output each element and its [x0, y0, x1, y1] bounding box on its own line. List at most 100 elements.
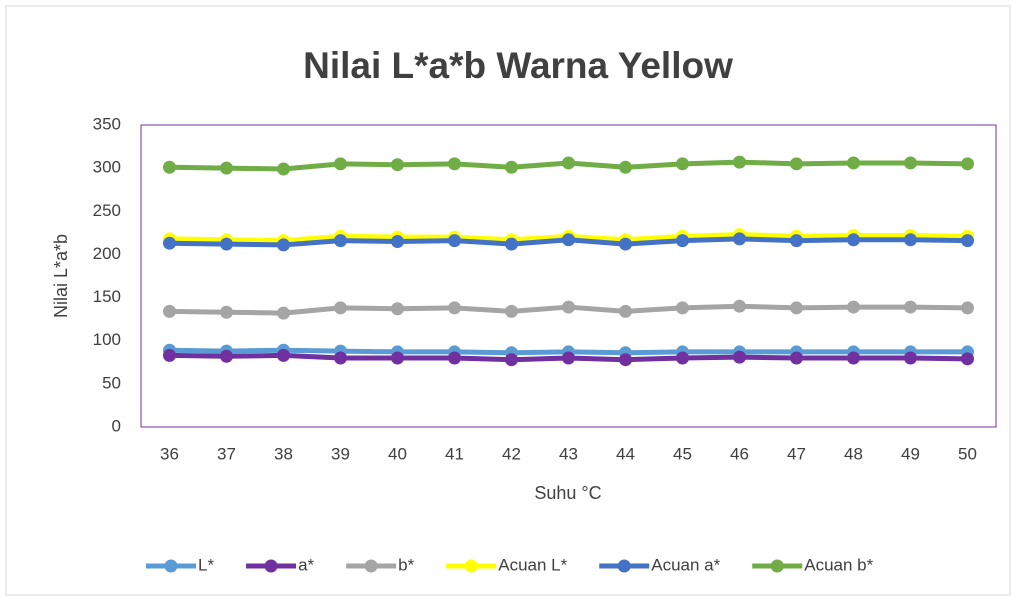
y-tick-label: 100	[93, 330, 121, 349]
data-point	[220, 305, 233, 319]
x-tick-label: 38	[274, 444, 293, 463]
data-point	[961, 157, 974, 171]
data-point	[277, 306, 290, 320]
data-point	[961, 301, 974, 315]
data-point	[448, 351, 461, 365]
data-point	[391, 234, 404, 248]
data-point	[790, 301, 803, 315]
data-point	[961, 234, 974, 248]
data-point	[277, 348, 290, 362]
legend-label: Acuan b*	[804, 555, 873, 574]
y-tick-label: 50	[102, 373, 121, 392]
y-axis-label: Nilai L*a*b	[51, 234, 71, 318]
data-point	[619, 304, 632, 318]
legend-marker	[364, 559, 378, 573]
x-tick-label: 36	[160, 444, 179, 463]
x-tick-label: 44	[616, 444, 635, 463]
data-point	[847, 300, 860, 314]
data-point	[163, 236, 176, 250]
data-point	[733, 155, 746, 169]
x-tick-label: 41	[445, 444, 464, 463]
legend-marker	[264, 559, 278, 573]
legend-label: Acuan a*	[651, 555, 720, 574]
x-tick-label: 42	[502, 444, 521, 463]
data-point	[334, 351, 347, 365]
x-axis-label: Suhu °C	[534, 483, 601, 503]
x-tick-label: 49	[901, 444, 920, 463]
data-point	[619, 237, 632, 251]
data-point	[277, 238, 290, 252]
data-point	[904, 351, 917, 365]
data-point	[505, 237, 518, 251]
data-point	[391, 351, 404, 365]
data-point	[733, 299, 746, 313]
data-point	[562, 156, 575, 170]
data-point	[961, 352, 974, 366]
y-tick-label: 0	[112, 416, 121, 435]
data-point	[163, 304, 176, 318]
data-point	[220, 349, 233, 363]
data-point	[391, 302, 404, 316]
data-point	[448, 301, 461, 315]
data-point	[676, 351, 689, 365]
data-point	[505, 353, 518, 367]
data-point	[847, 233, 860, 247]
y-tick-label: 250	[93, 201, 121, 220]
data-point	[562, 233, 575, 247]
data-point	[676, 301, 689, 315]
chart-border	[5, 5, 1011, 596]
data-point	[847, 351, 860, 365]
data-point	[163, 160, 176, 174]
data-point	[448, 234, 461, 248]
data-point	[334, 234, 347, 248]
x-tick-label: 45	[673, 444, 692, 463]
chart-title: Nilai L*a*b Warna Yellow	[303, 45, 733, 86]
data-point	[448, 157, 461, 171]
data-point	[676, 157, 689, 171]
y-tick-label: 150	[93, 287, 121, 306]
legend-label: a*	[298, 555, 314, 574]
legend-marker	[617, 559, 631, 573]
plot-area	[140, 124, 997, 428]
data-point	[619, 160, 632, 174]
data-point	[790, 351, 803, 365]
data-point	[904, 233, 917, 247]
data-point	[277, 162, 290, 176]
data-point	[220, 237, 233, 251]
data-point	[790, 157, 803, 171]
x-tick-label: 37	[217, 444, 236, 463]
data-point	[220, 161, 233, 175]
data-point	[334, 157, 347, 171]
y-tick-label: 300	[93, 158, 121, 177]
data-point	[904, 300, 917, 314]
data-point	[334, 301, 347, 315]
data-point	[904, 156, 917, 170]
data-point	[847, 156, 860, 170]
legend-marker	[464, 559, 478, 573]
legend-label: Acuan L*	[498, 555, 567, 574]
x-tick-label: 50	[958, 444, 977, 463]
data-point	[676, 234, 689, 248]
data-point	[790, 234, 803, 248]
x-tick-label: 39	[331, 444, 350, 463]
x-tick-label: 43	[559, 444, 578, 463]
x-tick-label: 46	[730, 444, 749, 463]
legend-label: b*	[398, 555, 414, 574]
data-point	[562, 351, 575, 365]
legend-marker	[164, 559, 178, 573]
data-point	[391, 158, 404, 172]
data-point	[562, 300, 575, 314]
legend-marker	[770, 559, 784, 573]
data-point	[733, 350, 746, 364]
data-point	[505, 160, 518, 174]
y-tick-label: 200	[93, 244, 121, 263]
x-tick-label: 48	[844, 444, 863, 463]
data-point	[505, 304, 518, 318]
legend-label: L*	[198, 555, 214, 574]
data-point	[163, 348, 176, 362]
x-tick-label: 47	[787, 444, 806, 463]
data-point	[619, 353, 632, 367]
data-point	[733, 232, 746, 246]
y-tick-label: 350	[93, 114, 121, 133]
